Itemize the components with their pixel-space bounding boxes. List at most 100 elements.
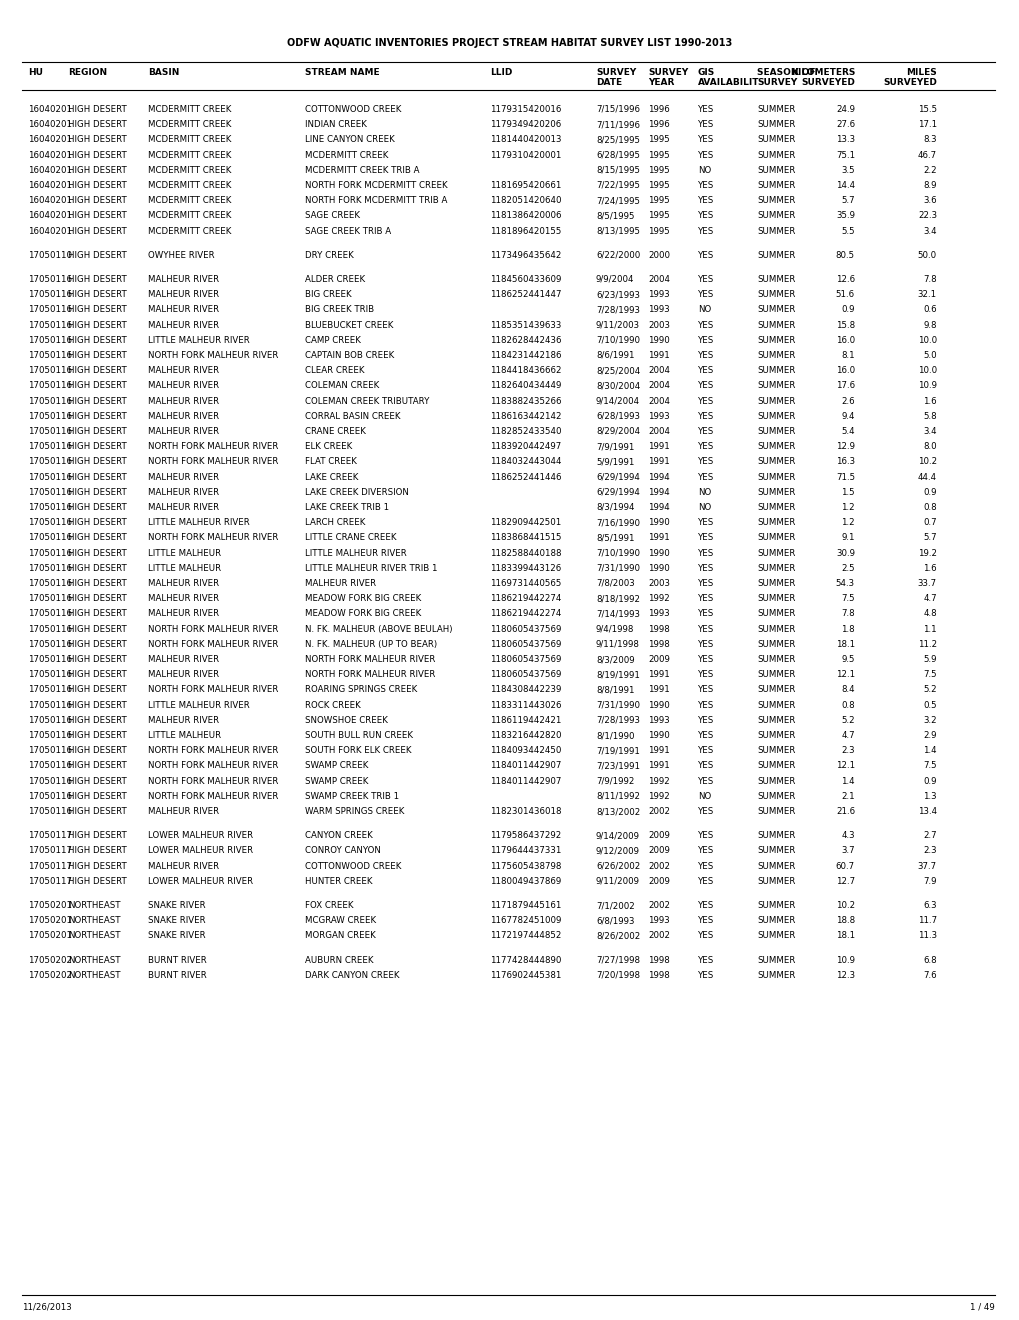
Text: 3.4: 3.4 xyxy=(922,426,936,436)
Text: 0.6: 0.6 xyxy=(922,305,936,314)
Text: 17050116: 17050116 xyxy=(28,533,72,543)
Text: SUMMER: SUMMER xyxy=(756,519,795,527)
Text: WARM SPRINGS CREEK: WARM SPRINGS CREEK xyxy=(305,807,404,816)
Text: NORTH FORK MALHEUR RIVER: NORTH FORK MALHEUR RIVER xyxy=(305,655,435,664)
Text: 1.8: 1.8 xyxy=(841,624,854,634)
Text: YES: YES xyxy=(697,227,713,235)
Text: 4.7: 4.7 xyxy=(922,594,936,603)
Text: 1167782451009: 1167782451009 xyxy=(489,916,560,925)
Text: 17050110: 17050110 xyxy=(28,251,72,260)
Text: 5.9: 5.9 xyxy=(922,655,936,664)
Text: 1991: 1991 xyxy=(647,685,669,694)
Text: 6/23/1993: 6/23/1993 xyxy=(595,290,639,300)
Text: 17050201: 17050201 xyxy=(28,916,72,925)
Text: 17050116: 17050116 xyxy=(28,351,72,360)
Text: 2004: 2004 xyxy=(647,396,669,405)
Text: DATE: DATE xyxy=(595,78,622,87)
Text: 1991: 1991 xyxy=(647,671,669,680)
Text: 6/29/1994: 6/29/1994 xyxy=(595,473,639,482)
Text: 8.4: 8.4 xyxy=(841,685,854,694)
Text: MALHEUR RIVER: MALHEUR RIVER xyxy=(148,594,219,603)
Text: NO: NO xyxy=(697,792,710,801)
Text: HIGH DESERT: HIGH DESERT xyxy=(68,321,126,330)
Text: 2009: 2009 xyxy=(647,832,669,841)
Text: YES: YES xyxy=(697,640,713,649)
Text: NO: NO xyxy=(697,488,710,496)
Text: 1998: 1998 xyxy=(647,640,669,649)
Text: CAPTAIN BOB CREEK: CAPTAIN BOB CREEK xyxy=(305,351,394,360)
Text: 7.8: 7.8 xyxy=(841,610,854,618)
Text: 17050116: 17050116 xyxy=(28,381,72,391)
Text: SUMMER: SUMMER xyxy=(756,150,795,160)
Text: 7/1/2002: 7/1/2002 xyxy=(595,902,634,909)
Text: 8/13/2002: 8/13/2002 xyxy=(595,807,640,816)
Text: 3.4: 3.4 xyxy=(922,227,936,235)
Text: YES: YES xyxy=(697,106,713,114)
Text: CORRAL BASIN CREEK: CORRAL BASIN CREEK xyxy=(305,412,400,421)
Text: 8/18/1992: 8/18/1992 xyxy=(595,594,639,603)
Text: HIGH DESERT: HIGH DESERT xyxy=(68,624,126,634)
Text: 17050116: 17050116 xyxy=(28,442,72,451)
Text: 1181440420013: 1181440420013 xyxy=(489,136,560,144)
Text: 17050116: 17050116 xyxy=(28,519,72,527)
Text: SUMMER: SUMMER xyxy=(756,807,795,816)
Text: 12.1: 12.1 xyxy=(835,762,854,771)
Text: 16.0: 16.0 xyxy=(835,366,854,375)
Text: MEADOW FORK BIG CREEK: MEADOW FORK BIG CREEK xyxy=(305,610,421,618)
Text: SURVEYED: SURVEYED xyxy=(800,78,854,87)
Text: YES: YES xyxy=(697,862,713,871)
Text: HIGH DESERT: HIGH DESERT xyxy=(68,106,126,114)
Text: NORTH FORK MALHEUR RIVER: NORTH FORK MALHEUR RIVER xyxy=(148,624,278,634)
Text: BIG CREEK TRIB: BIG CREEK TRIB xyxy=(305,305,374,314)
Text: SUMMER: SUMMER xyxy=(756,564,795,573)
Text: 18.1: 18.1 xyxy=(835,640,854,649)
Text: 1.5: 1.5 xyxy=(841,488,854,496)
Text: 1183311443026: 1183311443026 xyxy=(489,701,560,710)
Text: 1173496435642: 1173496435642 xyxy=(489,251,560,260)
Text: 1182588440188: 1182588440188 xyxy=(489,549,560,557)
Text: 6/26/2002: 6/26/2002 xyxy=(595,862,640,871)
Text: SUMMER: SUMMER xyxy=(756,366,795,375)
Text: 17050202: 17050202 xyxy=(28,970,72,979)
Text: 54.3: 54.3 xyxy=(835,579,854,587)
Text: HIGH DESERT: HIGH DESERT xyxy=(68,275,126,284)
Text: 6/22/2000: 6/22/2000 xyxy=(595,251,640,260)
Text: YES: YES xyxy=(697,473,713,482)
Text: MCDERMITT CREEK: MCDERMITT CREEK xyxy=(148,181,231,190)
Text: 1995: 1995 xyxy=(647,181,669,190)
Text: MALHEUR RIVER: MALHEUR RIVER xyxy=(148,275,219,284)
Text: SWAMP CREEK: SWAMP CREEK xyxy=(305,762,368,771)
Text: 21.6: 21.6 xyxy=(835,807,854,816)
Text: MALHEUR RIVER: MALHEUR RIVER xyxy=(148,655,219,664)
Text: 50.0: 50.0 xyxy=(917,251,936,260)
Text: SNAKE RIVER: SNAKE RIVER xyxy=(148,916,206,925)
Text: 11/26/2013: 11/26/2013 xyxy=(22,1303,71,1312)
Text: OWYHEE RIVER: OWYHEE RIVER xyxy=(148,251,214,260)
Text: SUMMER: SUMMER xyxy=(756,351,795,360)
Text: SURVEYED: SURVEYED xyxy=(882,78,936,87)
Text: SUMMER: SUMMER xyxy=(756,335,795,345)
Text: 1990: 1990 xyxy=(647,701,669,710)
Text: HIGH DESERT: HIGH DESERT xyxy=(68,351,126,360)
Text: 9.4: 9.4 xyxy=(841,412,854,421)
Text: HIGH DESERT: HIGH DESERT xyxy=(68,211,126,220)
Text: MALHEUR RIVER: MALHEUR RIVER xyxy=(148,610,219,618)
Text: HIGH DESERT: HIGH DESERT xyxy=(68,876,126,886)
Text: 2002: 2002 xyxy=(647,902,669,909)
Text: 1184231442186: 1184231442186 xyxy=(489,351,560,360)
Text: 17.6: 17.6 xyxy=(835,381,854,391)
Text: NORTH FORK MALHEUR RIVER: NORTH FORK MALHEUR RIVER xyxy=(148,533,278,543)
Text: 1177428444890: 1177428444890 xyxy=(489,956,560,965)
Text: LITTLE MALHEUR RIVER: LITTLE MALHEUR RIVER xyxy=(148,335,250,345)
Text: MALHEUR RIVER: MALHEUR RIVER xyxy=(148,807,219,816)
Text: 16040201: 16040201 xyxy=(28,106,72,114)
Text: LITTLE MALHEUR: LITTLE MALHEUR xyxy=(148,731,221,741)
Text: BASIN: BASIN xyxy=(148,69,179,77)
Text: 16040201: 16040201 xyxy=(28,197,72,205)
Text: HIGH DESERT: HIGH DESERT xyxy=(68,862,126,871)
Text: 1179315420016: 1179315420016 xyxy=(489,106,560,114)
Text: HIGH DESERT: HIGH DESERT xyxy=(68,792,126,801)
Text: SUMMER: SUMMER xyxy=(756,305,795,314)
Text: YES: YES xyxy=(697,519,713,527)
Text: 7/31/1990: 7/31/1990 xyxy=(595,701,639,710)
